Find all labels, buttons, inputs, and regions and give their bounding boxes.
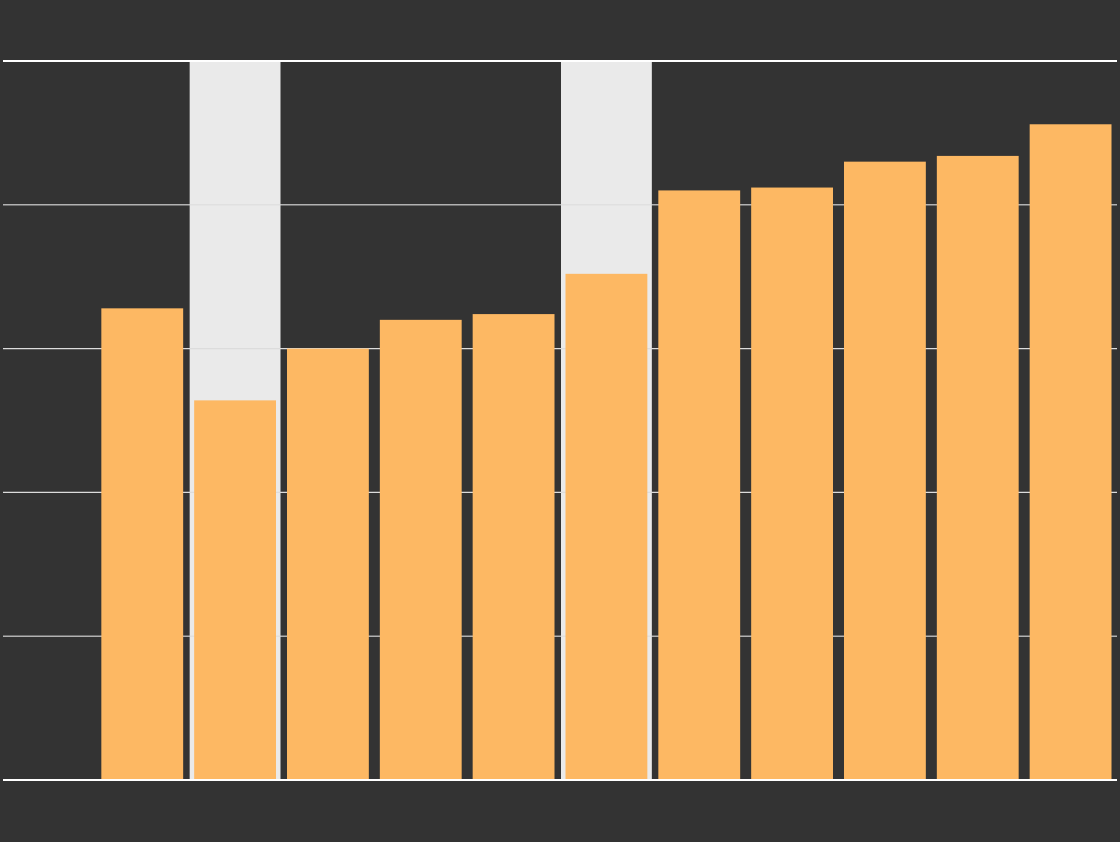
bar-4 (379, 319, 462, 780)
bar-5 (472, 314, 555, 780)
bar-1 (101, 308, 184, 780)
bar-6 (565, 273, 648, 780)
bar-2 (194, 400, 276, 780)
bar-8 (751, 187, 833, 780)
bar-11 (1029, 124, 1112, 781)
bar-7 (658, 190, 741, 781)
bars (101, 124, 1112, 781)
bar-10 (936, 155, 1019, 780)
bar-9 (844, 161, 926, 780)
bar-3 (287, 348, 369, 780)
